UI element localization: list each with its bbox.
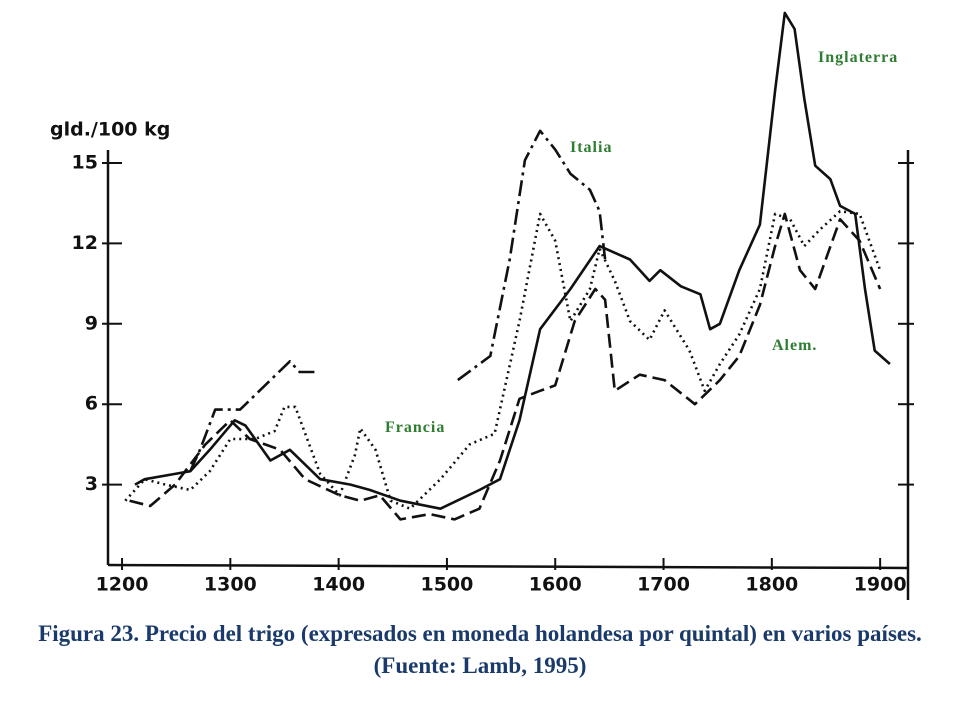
x-tick-label: 1900 [854,574,907,596]
x-axis [107,563,909,570]
y-tick-label: 15 [72,152,98,174]
x-tick-label: 1400 [312,574,365,596]
series-line [124,209,882,510]
x-tick-label: 1600 [529,574,582,596]
series-label: Inglaterra [818,49,898,66]
series-line [134,11,891,510]
series-label: Italia [570,139,612,156]
series-label: Francia [385,419,445,436]
y-tick-label: 6 [85,393,98,415]
y-tick-label: 3 [85,473,98,495]
x-tick-label: 1700 [637,574,690,596]
caption: Figura 23. Precio del trigo (expresados … [38,621,922,678]
y-tick-label: 9 [85,312,98,334]
series-label: Alem. [772,337,817,354]
x-tick-label: 1200 [96,574,149,596]
y-axis-label: gld./100 kg [50,119,170,141]
series-line [189,129,607,472]
x-tick-label: 1300 [204,574,257,596]
chart: gld./100 kg 3 6 9 12 15 1200 1300 1400 1500 1600 1… [50,11,914,600]
y-tick-label: 12 [72,232,98,254]
x-tick-label: 1800 [745,574,798,596]
series-line [129,212,882,521]
x-tick-label: 1500 [420,574,473,596]
